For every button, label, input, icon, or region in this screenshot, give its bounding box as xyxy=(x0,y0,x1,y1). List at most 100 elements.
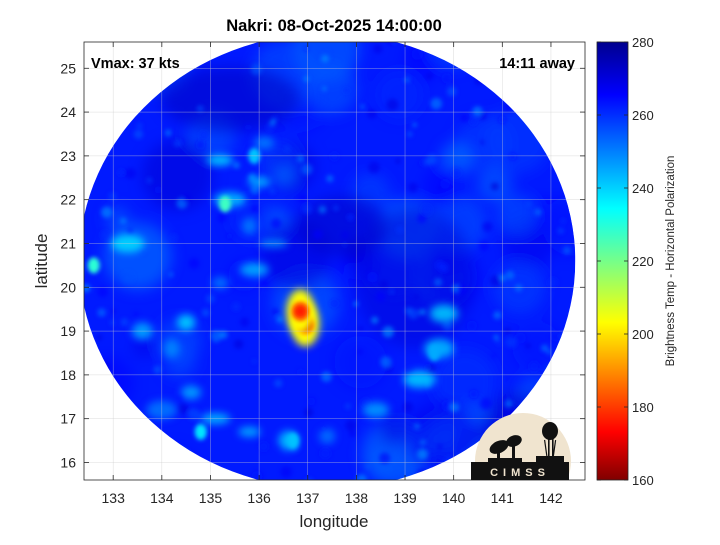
texture-speck xyxy=(252,359,257,364)
texture-speck xyxy=(433,278,443,287)
texture-speck xyxy=(426,154,437,165)
texture-speck xyxy=(342,242,347,247)
colorbar-ticks: 160 180 200 220 240 260 280 xyxy=(597,35,654,488)
texture-speck xyxy=(503,327,511,334)
texture-speck xyxy=(493,334,499,340)
colorbar-tick-label: 240 xyxy=(632,181,654,196)
texture-blob xyxy=(512,321,563,372)
colorbar-tick-label: 260 xyxy=(632,108,654,123)
y-tick-label: 16 xyxy=(60,454,76,470)
texture-speck xyxy=(459,113,470,123)
band-cell xyxy=(319,428,336,444)
band-cell xyxy=(238,426,261,437)
colorbar-label: Brightness Temp - Horizontal Polarizatio… xyxy=(665,156,677,367)
texture-speck xyxy=(126,228,134,235)
x-tick-label: 141 xyxy=(491,490,515,506)
band-cell xyxy=(403,370,436,388)
texture-speck xyxy=(434,260,445,271)
y-tick-label: 17 xyxy=(60,411,76,427)
texture-speck xyxy=(330,299,339,308)
texture-speck xyxy=(404,307,413,315)
texture-blob xyxy=(377,415,409,446)
texture-speck xyxy=(266,123,275,132)
texture-speck xyxy=(493,311,502,320)
texture-speck xyxy=(437,444,443,450)
texture-speck xyxy=(270,218,282,229)
texture-speck xyxy=(260,279,269,288)
x-tick-label: 142 xyxy=(539,490,563,506)
texture-speck xyxy=(449,402,460,413)
band-cell xyxy=(429,304,459,323)
texture-speck xyxy=(546,349,552,355)
texture-speck xyxy=(504,399,513,409)
texture-speck xyxy=(379,280,389,289)
texture-speck xyxy=(231,302,241,312)
band-cell xyxy=(211,276,229,289)
cimss-logo: CIMSS xyxy=(471,413,571,480)
feature-edge-cell xyxy=(87,257,100,274)
texture-speck xyxy=(367,271,378,283)
y-tick-label: 22 xyxy=(60,192,76,208)
colorbar-tick-label: 220 xyxy=(632,254,654,269)
texture-speck xyxy=(146,177,153,184)
texture-speck xyxy=(366,108,377,119)
texture-speck xyxy=(340,230,350,240)
texture-speck xyxy=(373,44,383,54)
texture-blob xyxy=(334,335,388,389)
texture-speck xyxy=(276,316,283,323)
texture-speck xyxy=(489,275,502,287)
texture-speck xyxy=(395,158,401,164)
texture-speck xyxy=(385,42,395,45)
texture-speck xyxy=(303,407,314,418)
texture-speck xyxy=(164,129,172,137)
cold-region xyxy=(296,195,387,256)
texture-speck xyxy=(417,448,429,460)
texture-speck xyxy=(302,204,313,215)
texture-speck xyxy=(356,474,367,480)
texture-speck xyxy=(271,308,279,316)
texture-speck xyxy=(258,441,269,452)
texture-speck xyxy=(226,233,233,240)
texture-speck xyxy=(386,98,399,111)
texture-speck xyxy=(120,318,129,326)
texture-speck xyxy=(348,429,357,438)
chart-title: Nakri: 08-Oct-2025 14:00:00 xyxy=(226,17,442,35)
texture-speck xyxy=(318,205,327,214)
texture-speck xyxy=(534,208,542,216)
texture-speck xyxy=(122,271,134,284)
texture-speck xyxy=(233,339,244,349)
texture-speck xyxy=(329,151,339,161)
texture-speck xyxy=(97,308,106,317)
texture-speck xyxy=(170,233,178,242)
texture-speck xyxy=(420,204,433,216)
texture-speck xyxy=(312,229,323,240)
y-tick-label: 19 xyxy=(60,323,76,339)
texture-speck xyxy=(479,112,487,120)
texture-speck xyxy=(550,331,561,343)
texture-speck xyxy=(380,356,392,368)
texture-speck xyxy=(407,131,413,137)
texture-speck xyxy=(96,334,103,341)
x-tick-label: 134 xyxy=(150,490,174,506)
y-tick-label: 25 xyxy=(60,60,76,76)
texture-speck xyxy=(78,91,82,95)
texture-speck xyxy=(345,403,351,410)
texture-speck xyxy=(280,466,292,478)
feature-south-band xyxy=(287,432,300,449)
band-cell xyxy=(242,217,257,235)
feature-cells xyxy=(87,147,441,449)
texture-speck xyxy=(541,344,549,352)
x-tick-label: 140 xyxy=(442,490,466,506)
texture-speck xyxy=(124,167,136,180)
texture-speck xyxy=(75,267,83,275)
texture-speck xyxy=(455,283,467,295)
texture-speck xyxy=(101,206,113,218)
texture-speck xyxy=(490,182,500,191)
texture-speck xyxy=(77,364,82,369)
texture-speck xyxy=(408,182,418,193)
texture-speck xyxy=(245,124,251,130)
texture-speck xyxy=(441,73,452,84)
texture-speck xyxy=(332,205,339,212)
y-tick-label: 20 xyxy=(60,279,76,295)
texture-speck xyxy=(505,336,517,348)
